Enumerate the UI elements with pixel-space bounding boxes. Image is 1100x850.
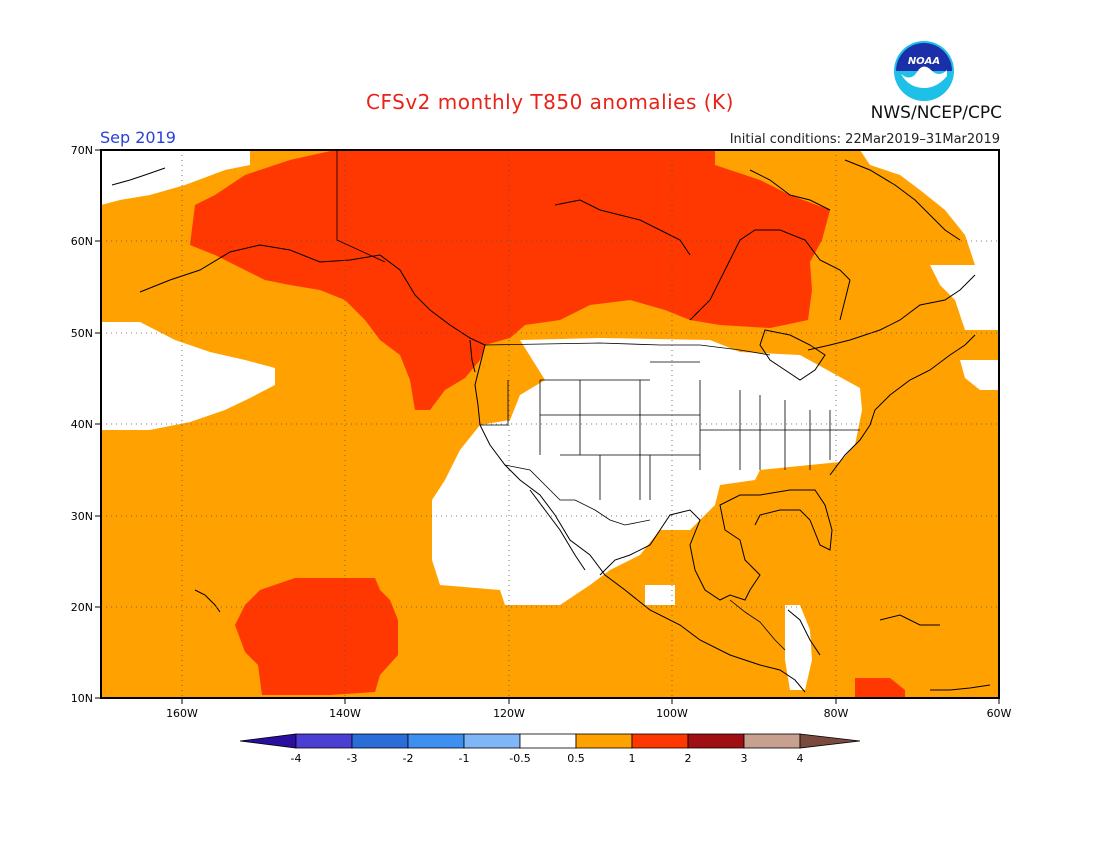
map-title: CFSv2 monthly T850 anomalies (K): [366, 90, 734, 114]
field-white-ne: [860, 150, 999, 265]
colorbar-segment: [463, 733, 521, 749]
field-white-pacific: [101, 322, 275, 430]
lon-label: 160W: [166, 707, 198, 720]
colorbar-segment: [687, 733, 745, 749]
lon-label: 60W: [987, 707, 1012, 720]
field-white-gulf: [645, 585, 675, 605]
lat-label: 60N: [71, 235, 93, 248]
colorbar-segment: [575, 733, 633, 749]
forecast-month: Sep 2019: [100, 128, 176, 147]
colorbar-label: -3: [347, 752, 358, 765]
lat-label: 30N: [71, 510, 93, 523]
field-white-ne2: [930, 265, 999, 330]
colorbar-segment-high-arrow: [799, 733, 861, 749]
colorbar-label: -4: [291, 752, 302, 765]
lon-label: 120W: [493, 707, 525, 720]
field-red-canada: [190, 150, 830, 410]
colorbar-segment: [519, 733, 577, 749]
field-white-ca: [785, 605, 812, 690]
colorbar-segment-low-arrow: [239, 733, 297, 749]
lat-label: 10N: [71, 692, 93, 705]
lon-label: 80W: [824, 707, 849, 720]
political-borders: [336, 150, 860, 651]
field-red-carib: [855, 678, 905, 698]
agency-label: NWS/NCEP/CPC: [870, 103, 1002, 123]
lat-label: 50N: [71, 327, 93, 340]
colorbar-segment: [631, 733, 689, 749]
colorbar-label: 1: [629, 752, 636, 765]
coastlines: [111, 159, 991, 693]
field-white-nw: [101, 150, 250, 205]
field-red-hawaii: [235, 578, 398, 695]
colorbar-label: -1: [459, 752, 470, 765]
colorbar-label: 4: [797, 752, 804, 765]
colorbar-segment: [295, 733, 353, 749]
initial-conditions: Initial conditions: 22Mar2019–31Mar2019: [729, 132, 1000, 147]
colorbar-label: 0.5: [567, 752, 585, 765]
tick-marks: [95, 149, 1000, 704]
lon-label: 140W: [329, 707, 361, 720]
field-white-us: [432, 338, 862, 605]
colorbar: [239, 733, 861, 749]
colorbar-segment: [407, 733, 465, 749]
lon-label: 100W: [656, 707, 688, 720]
svg-text:NOAA: NOAA: [908, 56, 940, 67]
colorbar-label: -0.5: [509, 752, 530, 765]
colorbar-label: 3: [741, 752, 748, 765]
field-white-atl: [960, 360, 999, 390]
colorbar-segment: [743, 733, 801, 749]
anomaly-fields: [101, 150, 999, 698]
lat-label: 70N: [71, 144, 93, 157]
noaa-logo: NOAA: [894, 41, 954, 101]
lat-label: 20N: [71, 601, 93, 614]
colorbar-label: -2: [403, 752, 414, 765]
colorbar-label: 2: [685, 752, 692, 765]
colorbar-segment: [351, 733, 409, 749]
lat-label: 40N: [71, 418, 93, 431]
